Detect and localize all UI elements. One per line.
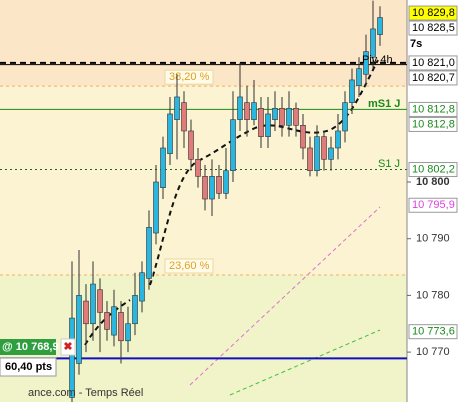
close-icon[interactable]: ✖	[63, 341, 72, 353]
candle-body	[216, 176, 222, 194]
candle-body	[230, 119, 236, 171]
price-box	[408, 162, 458, 178]
candle-body	[83, 300, 89, 325]
candle-body	[90, 283, 96, 325]
candle-body	[125, 323, 131, 342]
position-box	[0, 339, 56, 355]
candle-body	[118, 312, 124, 342]
price-label: 10 812,8	[412, 103, 455, 115]
price-box	[408, 324, 458, 340]
candle-body	[286, 107, 292, 126]
candle-body	[223, 170, 229, 194]
price-label: 10 773,6	[412, 326, 455, 338]
candle-body	[69, 317, 75, 398]
candle-body	[139, 272, 145, 302]
points-label: 60,40 pts	[5, 361, 52, 373]
candle-body	[153, 181, 159, 234]
timer: 7s	[410, 38, 422, 50]
position-label: @ 10 768,9	[2, 341, 59, 353]
trend-line	[149, 59, 379, 286]
source-label: ance.com - Temps Réel	[28, 387, 143, 399]
candle-body	[258, 107, 264, 137]
candle-body	[349, 79, 355, 103]
price-label: 10 820,7	[412, 72, 455, 84]
price-box	[408, 101, 458, 117]
price-label: 10 829,8	[412, 7, 455, 19]
pivot-label: Piv 4h	[362, 54, 393, 66]
candle-body	[237, 96, 243, 120]
price-box	[408, 55, 458, 71]
indicator-line	[229, 329, 381, 396]
candle-body	[244, 102, 250, 120]
candle-body	[377, 17, 383, 35]
candle-body	[307, 147, 313, 171]
candle-body	[328, 147, 334, 160]
candle-body	[181, 102, 187, 132]
close-button[interactable]	[60, 338, 76, 356]
candle-body	[132, 295, 138, 325]
candle-body	[209, 176, 215, 200]
candle-body	[314, 136, 320, 171]
fib-label: 38,20 %	[169, 71, 210, 83]
candle-body	[167, 113, 173, 154]
candle-body	[335, 130, 341, 149]
price-label: 10 812,8	[412, 118, 455, 130]
candle-body	[363, 51, 369, 75]
fib-label: 23,60 %	[169, 260, 210, 272]
price-label: 10 802,2	[412, 163, 455, 175]
price-box	[408, 20, 458, 36]
candle-body	[76, 295, 82, 364]
candle-body	[265, 113, 271, 137]
candle-body	[195, 159, 201, 177]
candle-body	[104, 312, 110, 330]
candle-body	[202, 176, 208, 200]
candle-body	[174, 96, 180, 120]
price-box	[408, 5, 458, 21]
candle-body	[293, 107, 299, 126]
candle-body	[111, 306, 117, 336]
fib-box	[164, 258, 214, 274]
candle-body	[272, 107, 278, 120]
candle-body	[300, 125, 306, 149]
points-box	[0, 357, 57, 377]
candle-body	[370, 28, 376, 58]
price-box	[408, 116, 458, 132]
candle-body	[279, 107, 285, 126]
candle-body	[356, 68, 362, 86]
ms1-label: mS1 J	[368, 98, 400, 110]
price-box	[408, 197, 458, 213]
price-label: 10 795,9	[412, 199, 455, 211]
candle-body	[97, 289, 103, 313]
price-label: 10 821,0	[412, 57, 455, 69]
y-tick-label: 10 800	[416, 176, 450, 188]
candle-body	[321, 136, 327, 160]
candle-body	[342, 102, 348, 132]
candle-body	[146, 227, 152, 279]
indicator-line	[189, 206, 381, 386]
candle-body	[251, 102, 257, 120]
candle-body	[160, 147, 166, 188]
price-box	[408, 70, 458, 86]
price-label: 10 828,5	[412, 22, 455, 34]
candle-body	[188, 130, 194, 160]
y-tick-label: 10 790	[416, 233, 450, 245]
s1-label: S1 J	[378, 158, 400, 170]
y-tick-label: 10 770	[416, 346, 450, 358]
y-tick-label: 10 780	[416, 289, 450, 301]
